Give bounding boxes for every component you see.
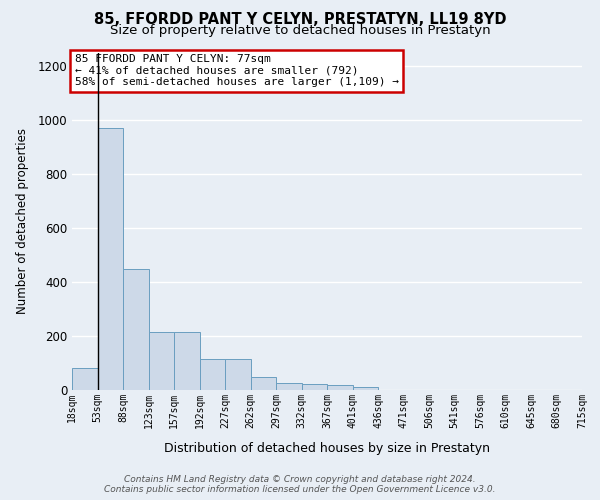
Bar (327, 384, 353, 390)
Bar (353, 387, 378, 390)
X-axis label: Distribution of detached houses by size in Prestatyn: Distribution of detached houses by size … (164, 442, 490, 455)
Text: 85 FFORDD PANT Y CELYN: 77sqm
← 41% of detached houses are smaller (792)
58% of : 85 FFORDD PANT Y CELYN: 77sqm ← 41% of d… (74, 54, 398, 88)
Bar (123, 268, 149, 390)
Bar (225, 359, 251, 390)
Text: Size of property relative to detached houses in Prestatyn: Size of property relative to detached ho… (110, 24, 490, 37)
Bar (251, 376, 276, 390)
Bar (302, 384, 327, 390)
Bar (199, 359, 225, 390)
Bar (174, 332, 199, 390)
Bar (72, 368, 97, 390)
Y-axis label: Number of detached properties: Number of detached properties (16, 128, 29, 314)
Bar (276, 383, 302, 390)
Bar (149, 332, 174, 390)
Text: 85, FFORDD PANT Y CELYN, PRESTATYN, LL19 8YD: 85, FFORDD PANT Y CELYN, PRESTATYN, LL19… (94, 12, 506, 28)
Text: Contains HM Land Registry data © Crown copyright and database right 2024.
Contai: Contains HM Land Registry data © Crown c… (104, 474, 496, 494)
Bar (97, 128, 123, 390)
